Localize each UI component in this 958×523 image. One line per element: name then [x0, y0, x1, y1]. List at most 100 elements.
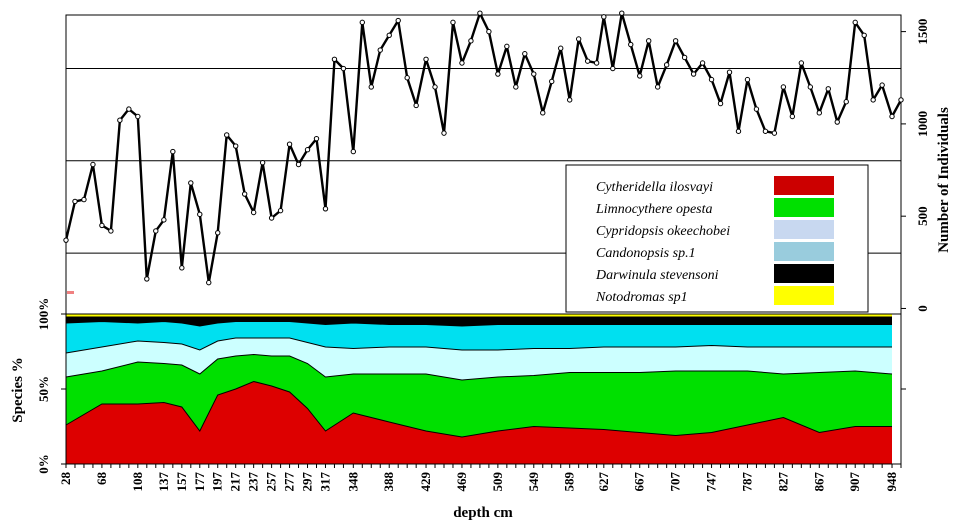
- individuals-point: [816, 110, 822, 116]
- x-tick-label: 197: [210, 472, 225, 492]
- x-tick-label: 348: [345, 472, 360, 492]
- individuals-point: [663, 62, 670, 68]
- individuals-point: [637, 73, 643, 79]
- x-tick-label: 907: [847, 472, 862, 492]
- individuals-point: [322, 206, 329, 212]
- left-y-tick-label: 50%: [36, 376, 51, 402]
- right-y-tick-label: 500: [915, 206, 930, 226]
- individuals-point: [153, 228, 159, 234]
- individuals-point: [628, 41, 634, 48]
- individuals-point: [522, 51, 528, 57]
- individuals-point: [780, 84, 787, 90]
- individuals-point: [313, 135, 320, 142]
- individuals-point: [395, 17, 401, 24]
- legend-label: Cypridopsis okeechobei: [596, 224, 730, 239]
- x-tick-label: 948: [884, 472, 899, 492]
- individuals-point: [108, 228, 114, 234]
- individuals-point: [549, 78, 555, 85]
- individuals-point: [377, 47, 383, 53]
- individuals-point: [277, 207, 284, 214]
- individuals-point: [459, 60, 465, 66]
- legend-label: Notodromas sp1: [595, 290, 688, 305]
- x-tick-label: 827: [775, 472, 790, 492]
- individuals-point: [735, 128, 742, 134]
- individuals-point: [646, 38, 652, 44]
- individuals-point: [513, 84, 519, 90]
- x-tick-label: 257: [264, 472, 279, 492]
- individuals-point: [304, 147, 311, 153]
- area-darwinula-stevensoni: [66, 317, 892, 326]
- individuals-point: [717, 100, 724, 107]
- individuals-point: [744, 76, 751, 83]
- right-y-tick-label: 1500: [915, 19, 930, 45]
- x-tick-label: 297: [300, 472, 315, 492]
- x-tick-label: 137: [156, 472, 171, 492]
- individuals-point: [99, 222, 105, 229]
- area-limnocythere-opesta: [66, 354, 892, 437]
- area-cytheridella-ilosvayi: [66, 381, 892, 464]
- individuals-point: [540, 110, 546, 116]
- individuals-point: [672, 38, 679, 44]
- individuals-point: [386, 32, 392, 39]
- legend: Cytheridella ilosvayi Limnocythere opesta…: [565, 164, 869, 313]
- individuals-point: [477, 10, 483, 16]
- individuals-point: [441, 130, 447, 136]
- legend-swatch: [774, 264, 834, 283]
- legend-swatch: [774, 242, 834, 261]
- individuals-point: [889, 113, 895, 120]
- individuals-point: [654, 84, 661, 90]
- individuals-point: [423, 56, 429, 62]
- individuals-point: [331, 56, 338, 62]
- individuals-point: [495, 71, 501, 77]
- individuals-point: [81, 196, 87, 203]
- legend-swatch: [774, 198, 834, 217]
- individuals-point: [359, 19, 365, 26]
- x-tick-label: 549: [526, 472, 541, 492]
- individuals-point: [681, 54, 688, 61]
- individuals-point: [584, 58, 591, 64]
- x-tick-label: 627: [596, 472, 611, 492]
- individuals-point: [350, 148, 357, 155]
- left-edge-marker: [67, 291, 74, 294]
- individuals-point: [250, 209, 257, 216]
- x-tick-label: 217: [228, 472, 243, 492]
- individuals-point: [368, 84, 374, 90]
- individuals-point: [504, 43, 510, 50]
- individuals-point: [861, 32, 867, 39]
- individuals-point: [241, 191, 248, 197]
- individuals-point: [531, 71, 537, 77]
- x-tick-label: 787: [739, 472, 754, 492]
- individuals-point: [197, 211, 203, 218]
- individuals-point: [593, 60, 600, 66]
- x-tick-label: 317: [317, 472, 332, 492]
- individuals-point: [852, 19, 858, 26]
- left-y-axis-title: Species %: [10, 357, 26, 422]
- individuals-point: [432, 84, 438, 90]
- individuals-point: [726, 69, 733, 75]
- individuals-point: [126, 106, 132, 112]
- individuals-point: [161, 217, 167, 223]
- individuals-point: [144, 276, 150, 282]
- area-notodromas-sp1: [66, 314, 892, 317]
- x-tick-label: 469: [454, 472, 469, 492]
- x-tick-label: 867: [811, 472, 826, 492]
- individuals-point: [63, 237, 69, 243]
- individuals-point: [601, 14, 607, 20]
- x-tick-label: 157: [174, 472, 189, 492]
- legend-swatch: [774, 220, 834, 239]
- right-y-tick-label: 0: [915, 305, 930, 312]
- individuals-point: [879, 82, 885, 88]
- individuals-point: [468, 38, 474, 44]
- x-axis-title: depth cm: [453, 505, 513, 521]
- individuals-point: [566, 97, 573, 103]
- individuals-point: [340, 65, 347, 72]
- individuals-point: [295, 161, 302, 168]
- x-tick-label: 429: [418, 472, 433, 492]
- individuals-point: [117, 117, 123, 123]
- x-tick-label: 277: [282, 472, 297, 492]
- left-y-tick-label: 0%: [36, 454, 51, 474]
- legend-label: Darwinula stevensoni: [595, 268, 719, 283]
- legend-label: Limnocythere opesta: [595, 202, 713, 217]
- individuals-point: [404, 75, 410, 81]
- x-tick-label: 589: [562, 472, 577, 492]
